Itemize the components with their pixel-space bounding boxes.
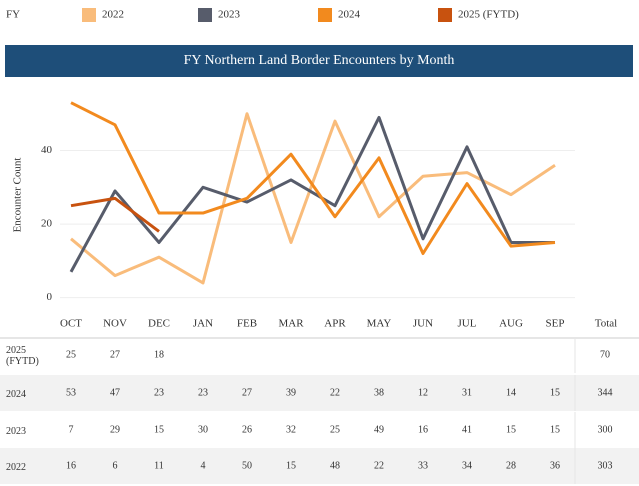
x-tick-label: JUN <box>413 318 433 330</box>
table-cell: 4 <box>201 460 206 471</box>
table-cell: 25 <box>66 349 76 360</box>
chart-title: FY Northern Land Border Encounters by Mo… <box>184 53 455 68</box>
table-cell: 6 <box>113 460 118 471</box>
x-tick-label: JUL <box>458 318 477 330</box>
table-cell: 29 <box>110 424 120 435</box>
y-axis-label: Encounter Count <box>12 158 24 233</box>
x-tick-label: FEB <box>237 318 257 330</box>
table-cell: 23 <box>198 387 208 398</box>
y-tick-label: 40 <box>41 144 53 156</box>
legend-swatch <box>198 8 212 22</box>
table-total: 303 <box>598 460 613 471</box>
table-cell: 53 <box>66 387 76 398</box>
x-tick-label: APR <box>324 318 346 330</box>
row-label: 2025 (FYTD) <box>6 345 39 367</box>
table-cell: 15 <box>550 387 560 398</box>
row-label-box: 2022 <box>6 461 26 473</box>
title-bar <box>5 45 633 77</box>
x-tick-label: DEC <box>148 318 170 330</box>
x-tick-label: OCT <box>60 318 82 330</box>
table-total: 300 <box>598 424 613 435</box>
table-cell: 18 <box>154 349 164 360</box>
table-cell: 28 <box>506 460 516 471</box>
table-cell: 41 <box>462 424 472 435</box>
legend-label: 2024 <box>338 9 361 21</box>
row-label-box: 2025 (FYTD) <box>6 345 39 367</box>
table-cell: 32 <box>286 424 296 435</box>
legend-title: FY <box>6 9 20 21</box>
table-cell: 7 <box>69 424 74 435</box>
table-cell: 12 <box>418 387 428 398</box>
table-cell: 38 <box>374 387 384 398</box>
table-cell: 14 <box>506 387 516 398</box>
table-cell: 48 <box>330 460 340 471</box>
row-shade <box>0 448 639 484</box>
x-tick-label: JAN <box>193 318 213 330</box>
row-shade <box>0 375 639 411</box>
table-cell: 11 <box>154 460 164 471</box>
table-cell: 27 <box>110 349 120 360</box>
table-cell: 26 <box>242 424 252 435</box>
x-tick-label: MAR <box>278 318 304 330</box>
table-cell: 25 <box>330 424 340 435</box>
table-cell: 39 <box>286 387 296 398</box>
series-line <box>70 101 556 256</box>
table-cell: 22 <box>374 460 384 471</box>
series-line <box>70 196 160 233</box>
table-cell: 31 <box>462 387 472 398</box>
table-cell: 16 <box>66 460 76 471</box>
series-line <box>69 115 555 273</box>
table-cell: 50 <box>242 460 252 471</box>
y-tick-label: 20 <box>41 218 53 230</box>
x-tick-label: MAY <box>367 318 392 330</box>
legend-swatch <box>438 8 452 22</box>
x-tick-label: NOV <box>103 318 127 330</box>
row-label: 2024 <box>6 388 26 400</box>
legend-label: 2022 <box>102 9 124 21</box>
legend-label: 2025 (FYTD) <box>458 9 519 21</box>
table-cell: 15 <box>550 424 560 435</box>
row-label-box: 2023 <box>6 425 26 437</box>
x-tick-label: AUG <box>499 318 523 330</box>
total-header: Total <box>595 318 617 330</box>
table-cell: 15 <box>506 424 516 435</box>
legend-label: 2023 <box>218 9 241 21</box>
row-label: 2023 <box>6 425 26 437</box>
table-cell: 30 <box>198 424 208 435</box>
table-cell: 15 <box>154 424 164 435</box>
table-cell: 23 <box>154 387 164 398</box>
table-cell: 15 <box>286 460 296 471</box>
table-cell: 22 <box>330 387 340 398</box>
table-cell: 36 <box>550 460 560 471</box>
row-label-box: 2024 <box>6 388 26 400</box>
x-tick-label: SEP <box>546 318 565 330</box>
y-tick-label: 0 <box>47 291 53 303</box>
table-cell: 16 <box>418 424 428 435</box>
row-label: 2022 <box>6 461 26 473</box>
table-cell: 47 <box>110 387 120 398</box>
series-line <box>70 112 556 285</box>
table-cell: 49 <box>374 424 384 435</box>
table-cell: 33 <box>418 460 428 471</box>
table-cell: 34 <box>462 460 472 471</box>
table-total: 344 <box>598 387 613 398</box>
legend-swatch <box>82 8 96 22</box>
legend-swatch <box>318 8 332 22</box>
table-total: 70 <box>600 349 610 360</box>
table-cell: 27 <box>242 387 252 398</box>
